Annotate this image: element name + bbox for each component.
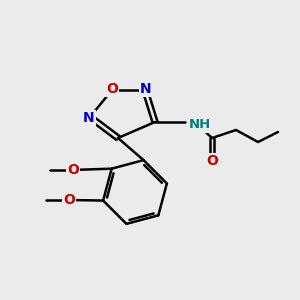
- Text: NH: NH: [189, 118, 211, 131]
- Text: O: O: [206, 154, 218, 168]
- Text: N: N: [83, 111, 95, 125]
- Text: N: N: [140, 82, 152, 96]
- Text: O: O: [63, 193, 75, 207]
- Text: O: O: [67, 163, 79, 177]
- Text: O: O: [106, 82, 118, 96]
